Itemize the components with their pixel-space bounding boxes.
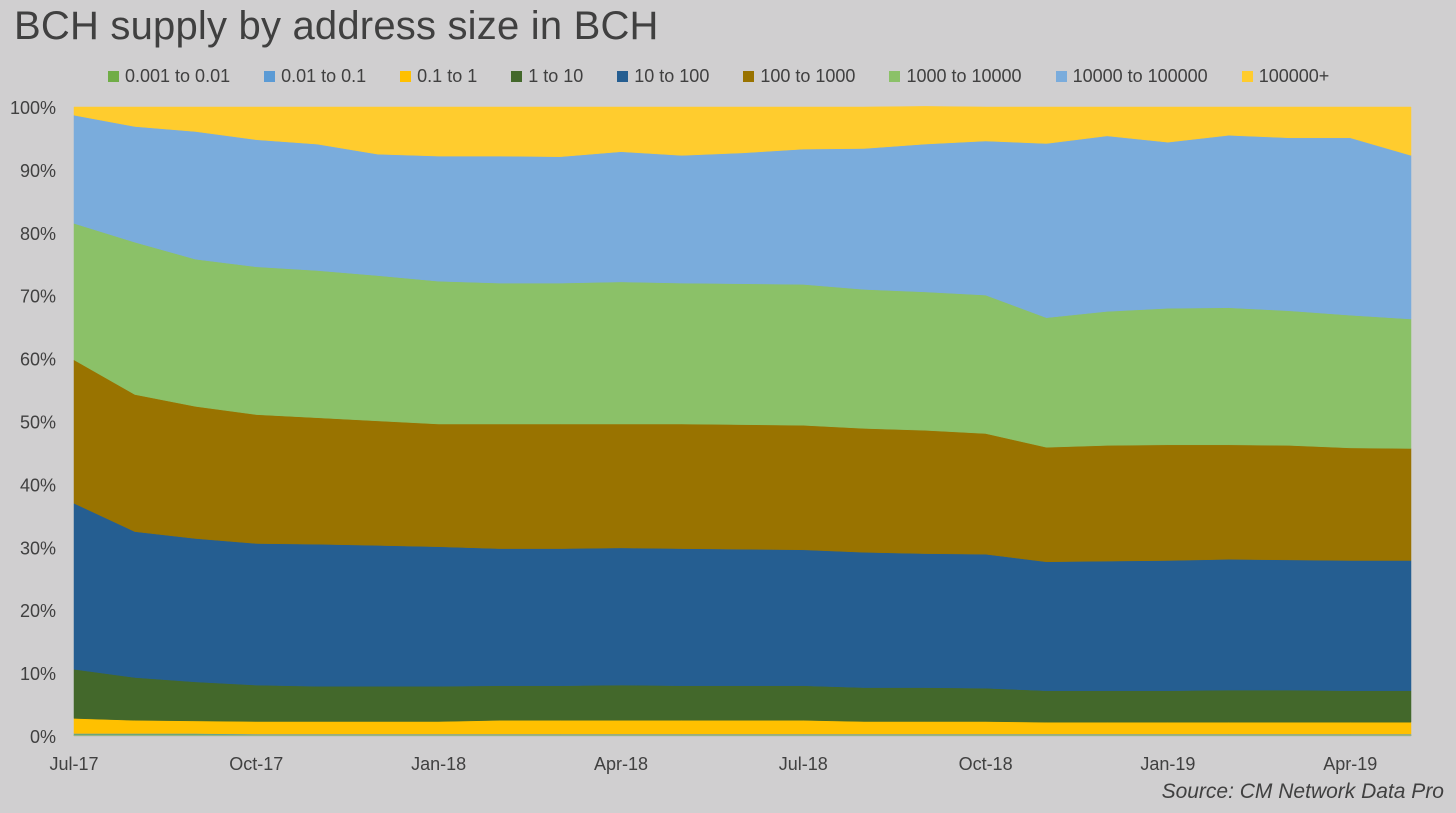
x-tick-label: Jul-17	[49, 754, 98, 774]
x-tick-label: Jan-19	[1140, 754, 1195, 774]
legend-swatch	[264, 71, 276, 82]
legend-label: 1 to 10	[528, 66, 584, 86]
legend-label: 100000+	[1258, 66, 1330, 86]
y-tick-label: 10%	[20, 664, 56, 684]
legend-swatch	[889, 71, 901, 82]
legend-swatch	[511, 71, 523, 82]
source-note: Source: CM Network Data Pro	[1161, 780, 1444, 803]
legend-item-0: 0.001 to 0.01	[108, 66, 230, 87]
legend-label: 0.01 to 0.1	[281, 66, 367, 86]
y-tick-label: 50%	[20, 413, 56, 433]
legend-item-3: 1 to 10	[511, 66, 583, 87]
area-series-8	[73, 106, 1412, 157]
x-tick-label: Jan-18	[411, 754, 466, 774]
y-tick-label: 20%	[20, 601, 56, 621]
y-tick-label: 40%	[20, 475, 56, 495]
x-tick-label: Jul-18	[779, 754, 828, 774]
chart-title: BCH supply by address size in BCH	[14, 4, 659, 48]
y-tick-label: 90%	[20, 161, 56, 181]
x-tick-label: Oct-17	[229, 754, 283, 774]
y-tick-label: 80%	[20, 224, 56, 244]
legend-label: 0.1 to 1	[417, 66, 478, 86]
legend-label: 0.001 to 0.01	[125, 66, 231, 86]
legend-label: 10000 to 100000	[1072, 66, 1208, 86]
legend-item-5: 100 to 1000	[743, 66, 855, 87]
y-tick-label: 0%	[30, 727, 56, 747]
legend-label: 100 to 1000	[760, 66, 856, 86]
x-tick-label: Apr-19	[1323, 754, 1377, 774]
x-tick-label: Apr-18	[594, 754, 648, 774]
legend-label: 1000 to 10000	[906, 66, 1022, 86]
legend-item-6: 1000 to 10000	[889, 66, 1022, 87]
legend-item-8: 100000+	[1241, 66, 1330, 87]
y-tick-label: 30%	[20, 538, 56, 558]
legend-swatch	[743, 71, 755, 82]
legend-item-4: 10 to 100	[617, 66, 709, 87]
legend-swatch	[108, 71, 119, 82]
y-tick-label: 70%	[20, 287, 56, 307]
legend-swatch	[1055, 71, 1067, 82]
y-tick-label: 100%	[10, 98, 56, 118]
x-tick-label: Oct-18	[959, 754, 1013, 774]
area-series-group	[73, 106, 1412, 737]
legend-item-7: 10000 to 100000	[1055, 66, 1208, 87]
legend-item-1: 0.01 to 0.1	[264, 66, 366, 87]
legend-swatch	[1241, 71, 1253, 82]
legend-item-2: 0.1 to 1	[400, 66, 477, 87]
legend-label: 10 to 100	[634, 66, 710, 86]
legend-swatch	[617, 71, 629, 82]
legend-swatch	[400, 71, 412, 82]
y-tick-label: 60%	[20, 350, 56, 370]
chart-legend: 0.001 to 0.01 0.01 to 0.1 0.1 to 1 1 to 10 1…	[108, 66, 1398, 87]
